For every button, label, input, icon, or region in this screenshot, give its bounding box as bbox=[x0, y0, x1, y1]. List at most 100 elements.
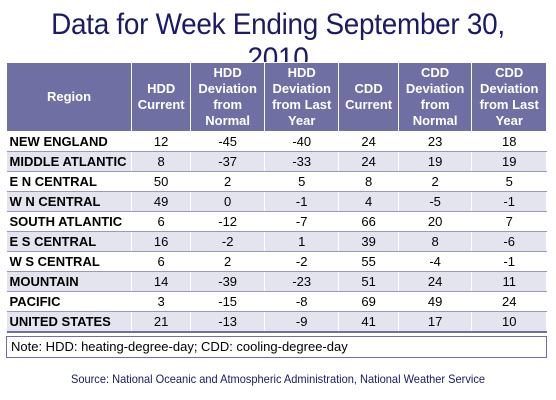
value-cell: 17 bbox=[398, 311, 473, 333]
weather-data-table: Region HDD Current HDD Deviation from Normal HD… bbox=[6, 62, 547, 333]
column-header-line: from Last bbox=[272, 97, 332, 112]
value-cell: 69 bbox=[338, 291, 399, 312]
value-cell: 3 bbox=[131, 291, 192, 312]
column-header-line: Region bbox=[46, 89, 92, 104]
column-header: CDD Deviation from Last Year bbox=[471, 62, 547, 132]
value-cell: 51 bbox=[338, 271, 399, 292]
table-row: UNITED STATES 21 -13 -9 41 17 10 bbox=[6, 311, 547, 333]
value-cell: -9 bbox=[264, 311, 340, 333]
page-title: Data for Week Ending September 30, 2010 bbox=[51, 8, 505, 75]
value-cell: 8 bbox=[131, 151, 192, 172]
region-name-cell: MOUNTAIN bbox=[6, 271, 132, 292]
column-header-line: Normal bbox=[412, 113, 458, 128]
value-cell: 16 bbox=[131, 231, 192, 252]
value-cell: 49 bbox=[131, 191, 192, 212]
value-cell: 49 bbox=[398, 291, 473, 312]
table-header: Region HDD Current HDD Deviation from Normal HD… bbox=[6, 62, 547, 132]
value-cell: -5 bbox=[398, 191, 473, 212]
value-cell: 18 bbox=[471, 131, 547, 152]
value-cell: 6 bbox=[131, 211, 192, 232]
value-cell: 2 bbox=[190, 251, 265, 272]
column-header-line: CDD bbox=[495, 65, 524, 80]
column-header-region: Region bbox=[6, 62, 132, 132]
value-cell: 24 bbox=[398, 271, 473, 292]
column-header-line: Deviation bbox=[272, 81, 331, 96]
value-cell: -13 bbox=[190, 311, 265, 333]
region-name-cell: W S CENTRAL bbox=[6, 251, 132, 272]
value-cell: 24 bbox=[338, 151, 399, 172]
value-cell: 7 bbox=[471, 211, 547, 232]
column-header-line: Deviation bbox=[405, 81, 465, 96]
table-row: W N CENTRAL 49 0 -1 4 -5 -1 bbox=[6, 191, 547, 212]
value-cell: 12 bbox=[131, 131, 192, 152]
source-credit: Source: National Oceanic and Atmospheric… bbox=[70, 372, 486, 386]
value-cell: -7 bbox=[264, 211, 340, 232]
table-row: SOUTH ATLANTIC 6 -12 -7 66 20 7 bbox=[6, 211, 547, 232]
table-row: MOUNTAIN 14 -39 -23 51 24 11 bbox=[6, 271, 547, 292]
column-header: HDD Deviation from Normal bbox=[190, 62, 265, 132]
region-name-cell: MIDDLE ATLANTIC bbox=[6, 151, 132, 172]
column-header-line: Current bbox=[137, 97, 185, 112]
table-row: PACIFIC 3 -15 -8 69 49 24 bbox=[6, 291, 547, 312]
value-cell: -15 bbox=[190, 291, 265, 312]
region-name-cell: W N CENTRAL bbox=[6, 191, 132, 212]
column-header-line: HDD bbox=[147, 81, 176, 96]
value-cell: -39 bbox=[190, 271, 265, 292]
column-header: HDD Deviation from Last Year bbox=[263, 62, 340, 132]
value-cell: 55 bbox=[338, 251, 399, 272]
region-name-cell: E N CENTRAL bbox=[6, 171, 132, 192]
value-cell: 2 bbox=[190, 171, 265, 192]
value-cell: -33 bbox=[264, 151, 340, 172]
value-cell: 10 bbox=[471, 311, 547, 333]
value-cell: 21 bbox=[131, 311, 192, 333]
column-header-line: Year bbox=[495, 113, 523, 128]
column-header: CDD Deviation from Normal bbox=[397, 62, 473, 132]
value-cell: -40 bbox=[264, 131, 340, 152]
value-cell: 19 bbox=[471, 151, 547, 172]
value-cell: -12 bbox=[190, 211, 265, 232]
footnote: Note: HDD: heating-degree-day; CDD: cool… bbox=[6, 336, 547, 358]
column-header-line: Current bbox=[345, 97, 393, 112]
value-cell: 50 bbox=[131, 171, 192, 192]
value-cell: 11 bbox=[471, 271, 547, 292]
value-cell: 20 bbox=[398, 211, 473, 232]
value-cell: -23 bbox=[264, 271, 340, 292]
column-header-line: Year bbox=[287, 113, 316, 128]
column-header-line: from Last bbox=[479, 97, 539, 112]
value-cell: 14 bbox=[131, 271, 192, 292]
column-header-line: CDD bbox=[354, 81, 383, 96]
column-header-line: from bbox=[213, 97, 243, 112]
region-name-cell: E S CENTRAL bbox=[6, 231, 132, 252]
column-header: CDD Current bbox=[338, 62, 399, 132]
value-cell: -2 bbox=[190, 231, 265, 252]
value-cell: 0 bbox=[190, 191, 265, 212]
value-cell: 8 bbox=[398, 231, 473, 252]
value-cell: -4 bbox=[398, 251, 473, 272]
table-row: NEW ENGLAND 12 -45 -40 24 23 18 bbox=[6, 131, 547, 152]
value-cell: 19 bbox=[398, 151, 473, 172]
table-row: MIDDLE ATLANTIC 8 -37 -33 24 19 19 bbox=[6, 151, 547, 172]
column-header-line: HDD bbox=[287, 65, 316, 80]
value-cell: -2 bbox=[264, 251, 340, 272]
value-cell: 24 bbox=[338, 131, 399, 152]
value-cell: 8 bbox=[338, 171, 399, 192]
value-cell: 1 bbox=[264, 231, 340, 252]
value-cell: 39 bbox=[338, 231, 399, 252]
value-cell: 5 bbox=[471, 171, 547, 192]
column-header-line: Normal bbox=[205, 113, 251, 128]
value-cell: 6 bbox=[131, 251, 192, 272]
column-header: HDD Current bbox=[130, 62, 192, 132]
region-name-cell: SOUTH ATLANTIC bbox=[6, 211, 132, 232]
value-cell: 66 bbox=[338, 211, 399, 232]
column-header-line: HDD bbox=[213, 65, 242, 80]
region-name-cell: PACIFIC bbox=[6, 291, 132, 312]
value-cell: -8 bbox=[264, 291, 340, 312]
table-row: W S CENTRAL 6 2 -2 55 -4 -1 bbox=[6, 251, 547, 272]
value-cell: 23 bbox=[398, 131, 473, 152]
column-header-line: Deviation bbox=[198, 81, 257, 96]
value-cell: -45 bbox=[190, 131, 265, 152]
column-header-line: Deviation bbox=[479, 81, 539, 96]
value-cell: 24 bbox=[471, 291, 547, 312]
table-body: NEW ENGLAND 12 -45 -40 24 23 18 MIDDLE ATLANTIC… bbox=[6, 131, 547, 333]
value-cell: -6 bbox=[471, 231, 547, 252]
